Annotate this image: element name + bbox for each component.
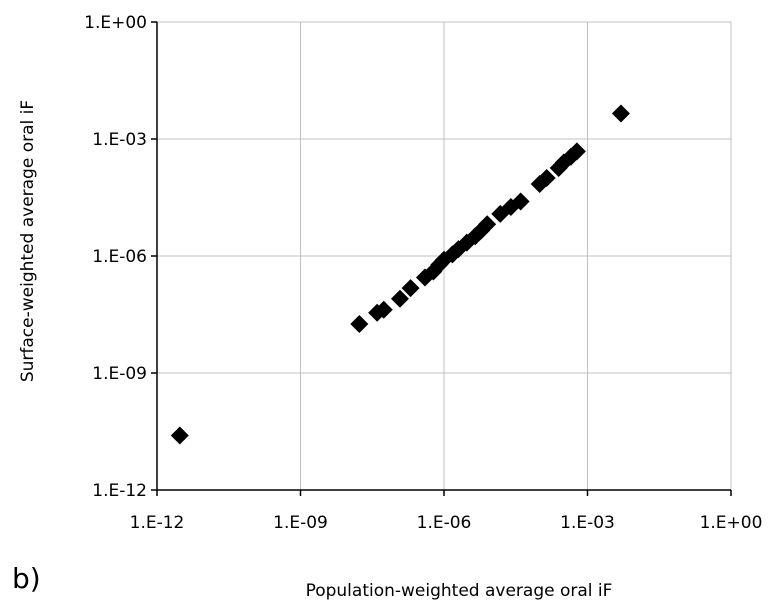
x-tick-label: 1.E-06 [417,513,472,533]
data-point [350,315,369,334]
y-tick-label: 1.E-12 [92,481,147,501]
x-tick-label: 1.E-09 [273,513,328,533]
y-tick-label: 1.E-06 [92,247,147,267]
y-tick-label: 1.E-09 [92,364,147,384]
x-tick-label: 1.E+00 [700,513,763,533]
x-axis-title: Population-weighted average oral iF [306,581,613,601]
data-point [537,169,556,187]
data-point [170,426,189,445]
axes [151,21,732,496]
y-axis-title: Surface-weighted average oral iF [18,100,38,382]
y-tick-label: 1.E+00 [84,13,147,33]
data-point [478,215,497,234]
data-point [511,192,530,211]
tick-labels: 1.E-12 1.E-09 1.E-06 1.E-03 1.E+00 1.E-12 1.E-… [84,13,762,533]
x-tick-label: 1.E-12 [130,513,185,533]
data-point [390,289,409,308]
x-tick-label: 1.E-03 [560,513,615,533]
data-point [567,142,586,161]
panel-label: b) [12,562,41,595]
data-points [170,104,630,445]
data-point [611,104,630,123]
data-point [401,279,420,298]
data-point [374,300,393,319]
y-tick-label: 1.E-03 [92,130,147,150]
